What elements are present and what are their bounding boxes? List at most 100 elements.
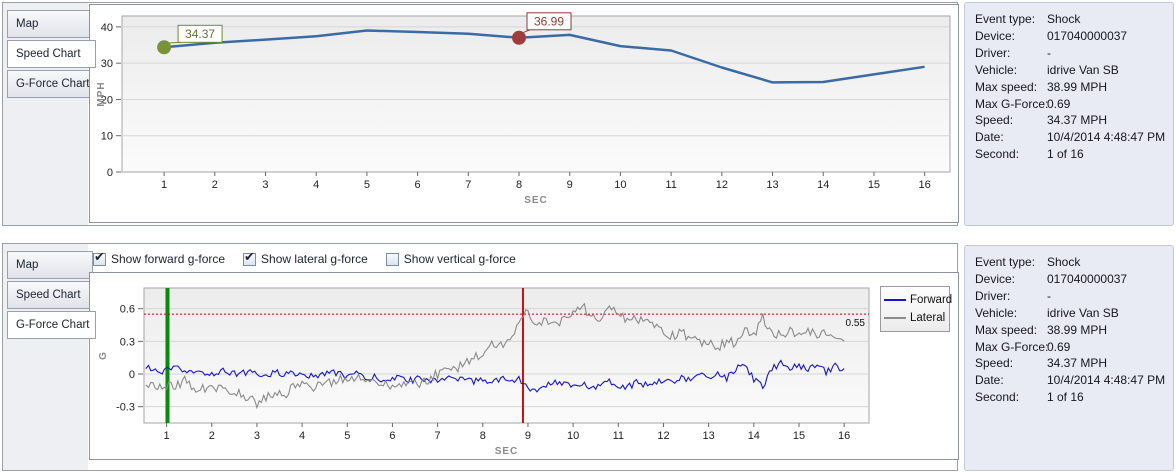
y-tick-label: -0.3 [116,402,135,414]
x-tick-label: 8 [480,430,486,442]
info-value: 10/4/2014 4:48:47 PM [1047,373,1166,388]
x-tick-label: 5 [344,430,350,442]
info-label: Vehicle: [975,62,1018,77]
gforce-chart-panel: Map Speed Chart G-Force Chart ✔ Show forwar… [2,243,959,471]
x-tick-label: 15 [868,179,880,191]
info-row-vehicle: Vehicle: idrive Van SB [975,305,1173,322]
plot-area [143,287,870,424]
checkmark-icon: ✔ [94,248,105,264]
x-tick-label: 2 [209,430,215,442]
checkbox-checked-icon[interactable]: ✔ [243,249,257,266]
x-tick-label: 8 [516,179,522,191]
info-value: 38.99 MPH [1047,79,1108,94]
info-label: Speed: [975,113,1014,128]
shock-event-marker[interactable] [512,30,527,45]
gforce-panel-tab-map[interactable]: Map [7,251,93,279]
event-info-panel-top: Event type: Shock Device: 017040000037 Drive… [964,2,1174,226]
info-label: Max G-Force: [975,339,1049,354]
x-tick-label: 16 [838,430,850,442]
info-row-speed: Speed: 34.37 MPH [975,355,1173,372]
info-label: Max speed: [975,322,1038,337]
checkbox-show-forward-g-force[interactable]: ✔ Show forward g-force [93,249,225,266]
x-tick-label: 9 [525,430,531,442]
marker-label-box [526,12,572,31]
info-row-max-speed: Max speed: 38.99 MPH [975,79,1173,96]
info-label: Event type: [975,255,1036,269]
checkbox-show-vertical-g-force[interactable]: Show vertical g-force [385,252,516,266]
x-tick-label: 3 [254,430,260,442]
x-tick-label: 15 [793,430,805,442]
info-label: Driver: [975,45,1011,60]
info-value: 34.37 MPH [1047,113,1108,128]
x-tick-label: 2 [212,179,218,191]
y-axis-label: G [98,351,109,360]
marker-label: 34.37 [185,27,215,41]
gforce-panel-tab-g-force-chart[interactable]: G-Force Chart [7,311,96,339]
y-tick-label: 0 [107,167,113,179]
info-row-max-speed: Max speed: 38.99 MPH [975,322,1173,339]
tab-label: Map [16,18,39,30]
x-tick-label: 10 [614,179,626,191]
info-value: idrive Van SB [1047,62,1119,77]
x-tick-label: 1 [161,179,167,191]
x-tick-label: 4 [313,179,319,191]
start-second-marker[interactable] [157,40,172,55]
info-value: 017040000037 [1047,28,1128,43]
x-tick-label: 3 [262,179,268,191]
tab-label: Map [16,259,39,271]
x-tick-label: 13 [766,179,778,191]
legend-label: Lateral [910,312,946,324]
x-tick-label: 10 [567,430,579,442]
legend-entry-forward: Forward [884,291,952,309]
y-tick-label: 20 [101,94,113,106]
x-axis-label: SEC [495,446,519,457]
info-label: Event type: [975,12,1036,26]
x-tick-label: 6 [389,430,395,442]
tab-label: G-Force Chart [16,78,90,90]
info-row-second: Second: 1 of 16 [975,146,1173,163]
gforce-chart-svg: -0.300.30.61 2 3 4 5 6 7 8 9 10 11 12 13 14 15 16GSEC0.… [98,287,870,457]
speed-panel-tab-speed-chart[interactable]: Speed Chart [7,40,96,68]
info-value: 017040000037 [1047,271,1128,286]
forward-gforce-line [145,359,845,393]
info-row-event-type: Event type: Shock [975,11,1173,28]
speed-panel-tab-g-force-chart[interactable]: G-Force Chart [7,70,93,98]
info-label: Max G-Force: [975,96,1049,111]
info-row-driver: Driver: - [975,45,1173,62]
checkbox-show-lateral-g-force[interactable]: ✔ Show lateral g-force [243,249,368,266]
x-tick-label: 7 [465,179,471,191]
info-label: Speed: [975,356,1014,371]
info-label: Date: [975,373,1004,388]
info-row-device: Device: 017040000037 [975,271,1173,288]
info-value: - [1047,45,1051,60]
checkbox-label: Show vertical g-force [403,252,516,266]
info-label: Device: [975,271,1016,286]
info-value: 10/4/2014 4:48:47 PM [1047,130,1166,145]
event-info-panel-bottom: Event type: Shock Device: 017040000037 Drive… [964,245,1174,471]
plot-area [121,15,951,173]
info-label: Device: [975,28,1016,43]
x-axis-label: SEC [524,195,548,206]
info-label: Vehicle: [975,305,1018,320]
info-row-max-g-force: Max G-Force: 0.69 [975,339,1173,356]
y-tick-label: 0.6 [120,304,135,316]
checkbox-checked-icon[interactable]: ✔ [93,249,106,266]
info-value: idrive Van SB [1047,305,1119,320]
lateral-line-swatch-icon [884,317,906,319]
y-tick-label: 0.3 [120,336,135,348]
info-label: Second: [975,390,1020,405]
gforce-panel-tab-column: Map Speed Chart G-Force Chart [3,244,96,470]
y-axis-label: MPH [96,81,107,106]
x-tick-label: 12 [657,430,669,442]
speed-chart-container: 0 10 20 30 40 1 2 3 4 5 6 7 8 9 10 11 12 13 14 15 16 MPH SEC 34… [89,4,959,223]
x-tick-label: 9 [567,179,573,191]
gforce-panel-tab-speed-chart[interactable]: Speed Chart [7,281,93,309]
speed-panel-tab-map[interactable]: Map [7,10,93,38]
checkbox-label: Show lateral g-force [261,252,368,266]
checkbox-unchecked-icon[interactable] [385,252,399,266]
marker-label-box [177,24,223,43]
legend-entry-lateral: Lateral [884,309,946,327]
y-tick-label: 0 [129,369,135,381]
